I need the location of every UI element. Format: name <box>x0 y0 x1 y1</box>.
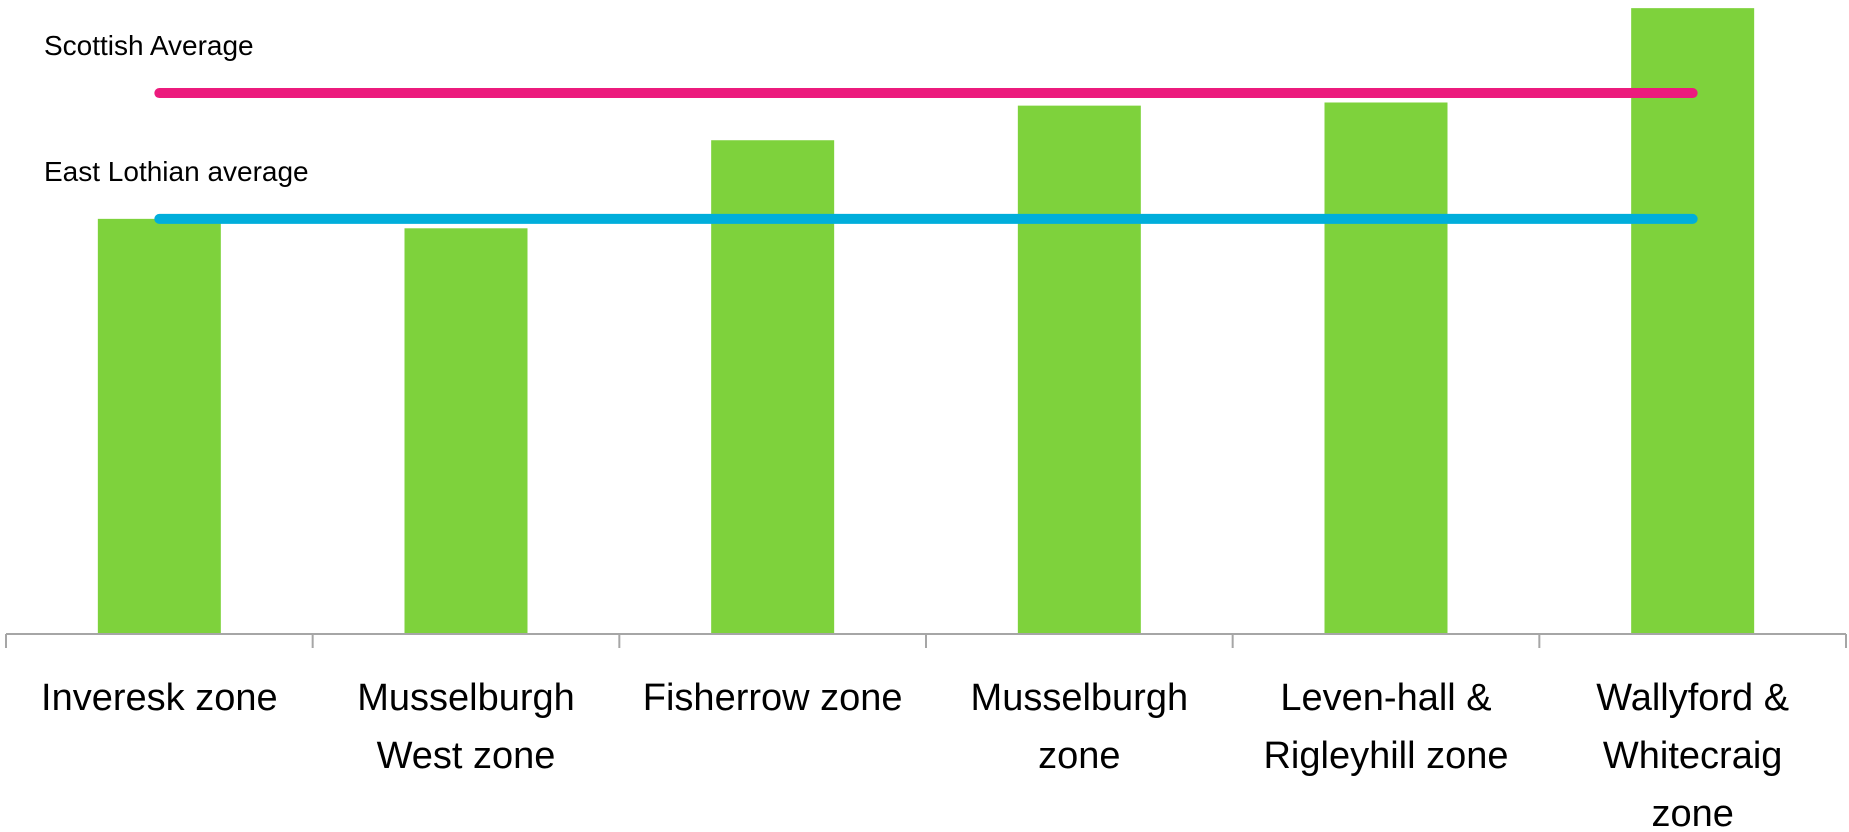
category-label-4: Musselburgh zone <box>971 677 1189 777</box>
category-label-6: Wallyford & Whitecraig zone <box>1596 677 1789 832</box>
category-label-line: Whitecraig <box>1603 735 1783 777</box>
category-label-line: Inveresk zone <box>41 677 278 719</box>
bar-1 <box>97 218 221 635</box>
bar-4 <box>1017 105 1141 634</box>
bar-5 <box>1324 102 1448 635</box>
bars-group <box>97 8 1755 635</box>
reference-lines: Scottish Average East Lothian average <box>44 30 1698 224</box>
category-label-line: Leven-hall & <box>1280 677 1491 719</box>
bar-6 <box>1631 8 1755 634</box>
category-label-1: Inveresk zone <box>41 677 278 719</box>
category-label-line: Rigleyhill zone <box>1263 735 1508 777</box>
category-label-5: Leven-hall & Rigleyhill zone <box>1263 677 1508 777</box>
category-label-line: zone <box>1038 735 1120 777</box>
category-label-line: Musselburgh <box>971 677 1189 719</box>
category-label-line: West zone <box>377 735 556 777</box>
category-label-line: zone <box>1651 793 1733 832</box>
category-label-3: Fisherrow zone <box>643 677 903 719</box>
bar-2 <box>404 228 528 635</box>
x-axis <box>5 633 1847 648</box>
category-label-line: Musselburgh <box>357 677 575 719</box>
category-labels: Inveresk zone Musselburgh West zone Fisherr… <box>41 677 1789 832</box>
category-label-2: Musselburgh West zone <box>357 677 575 777</box>
category-label-line: Fisherrow zone <box>643 677 903 719</box>
reference-label-1: Scottish Average <box>44 30 254 61</box>
category-label-line: Wallyford & <box>1596 677 1789 719</box>
reference-label-2: East Lothian average <box>44 156 309 187</box>
